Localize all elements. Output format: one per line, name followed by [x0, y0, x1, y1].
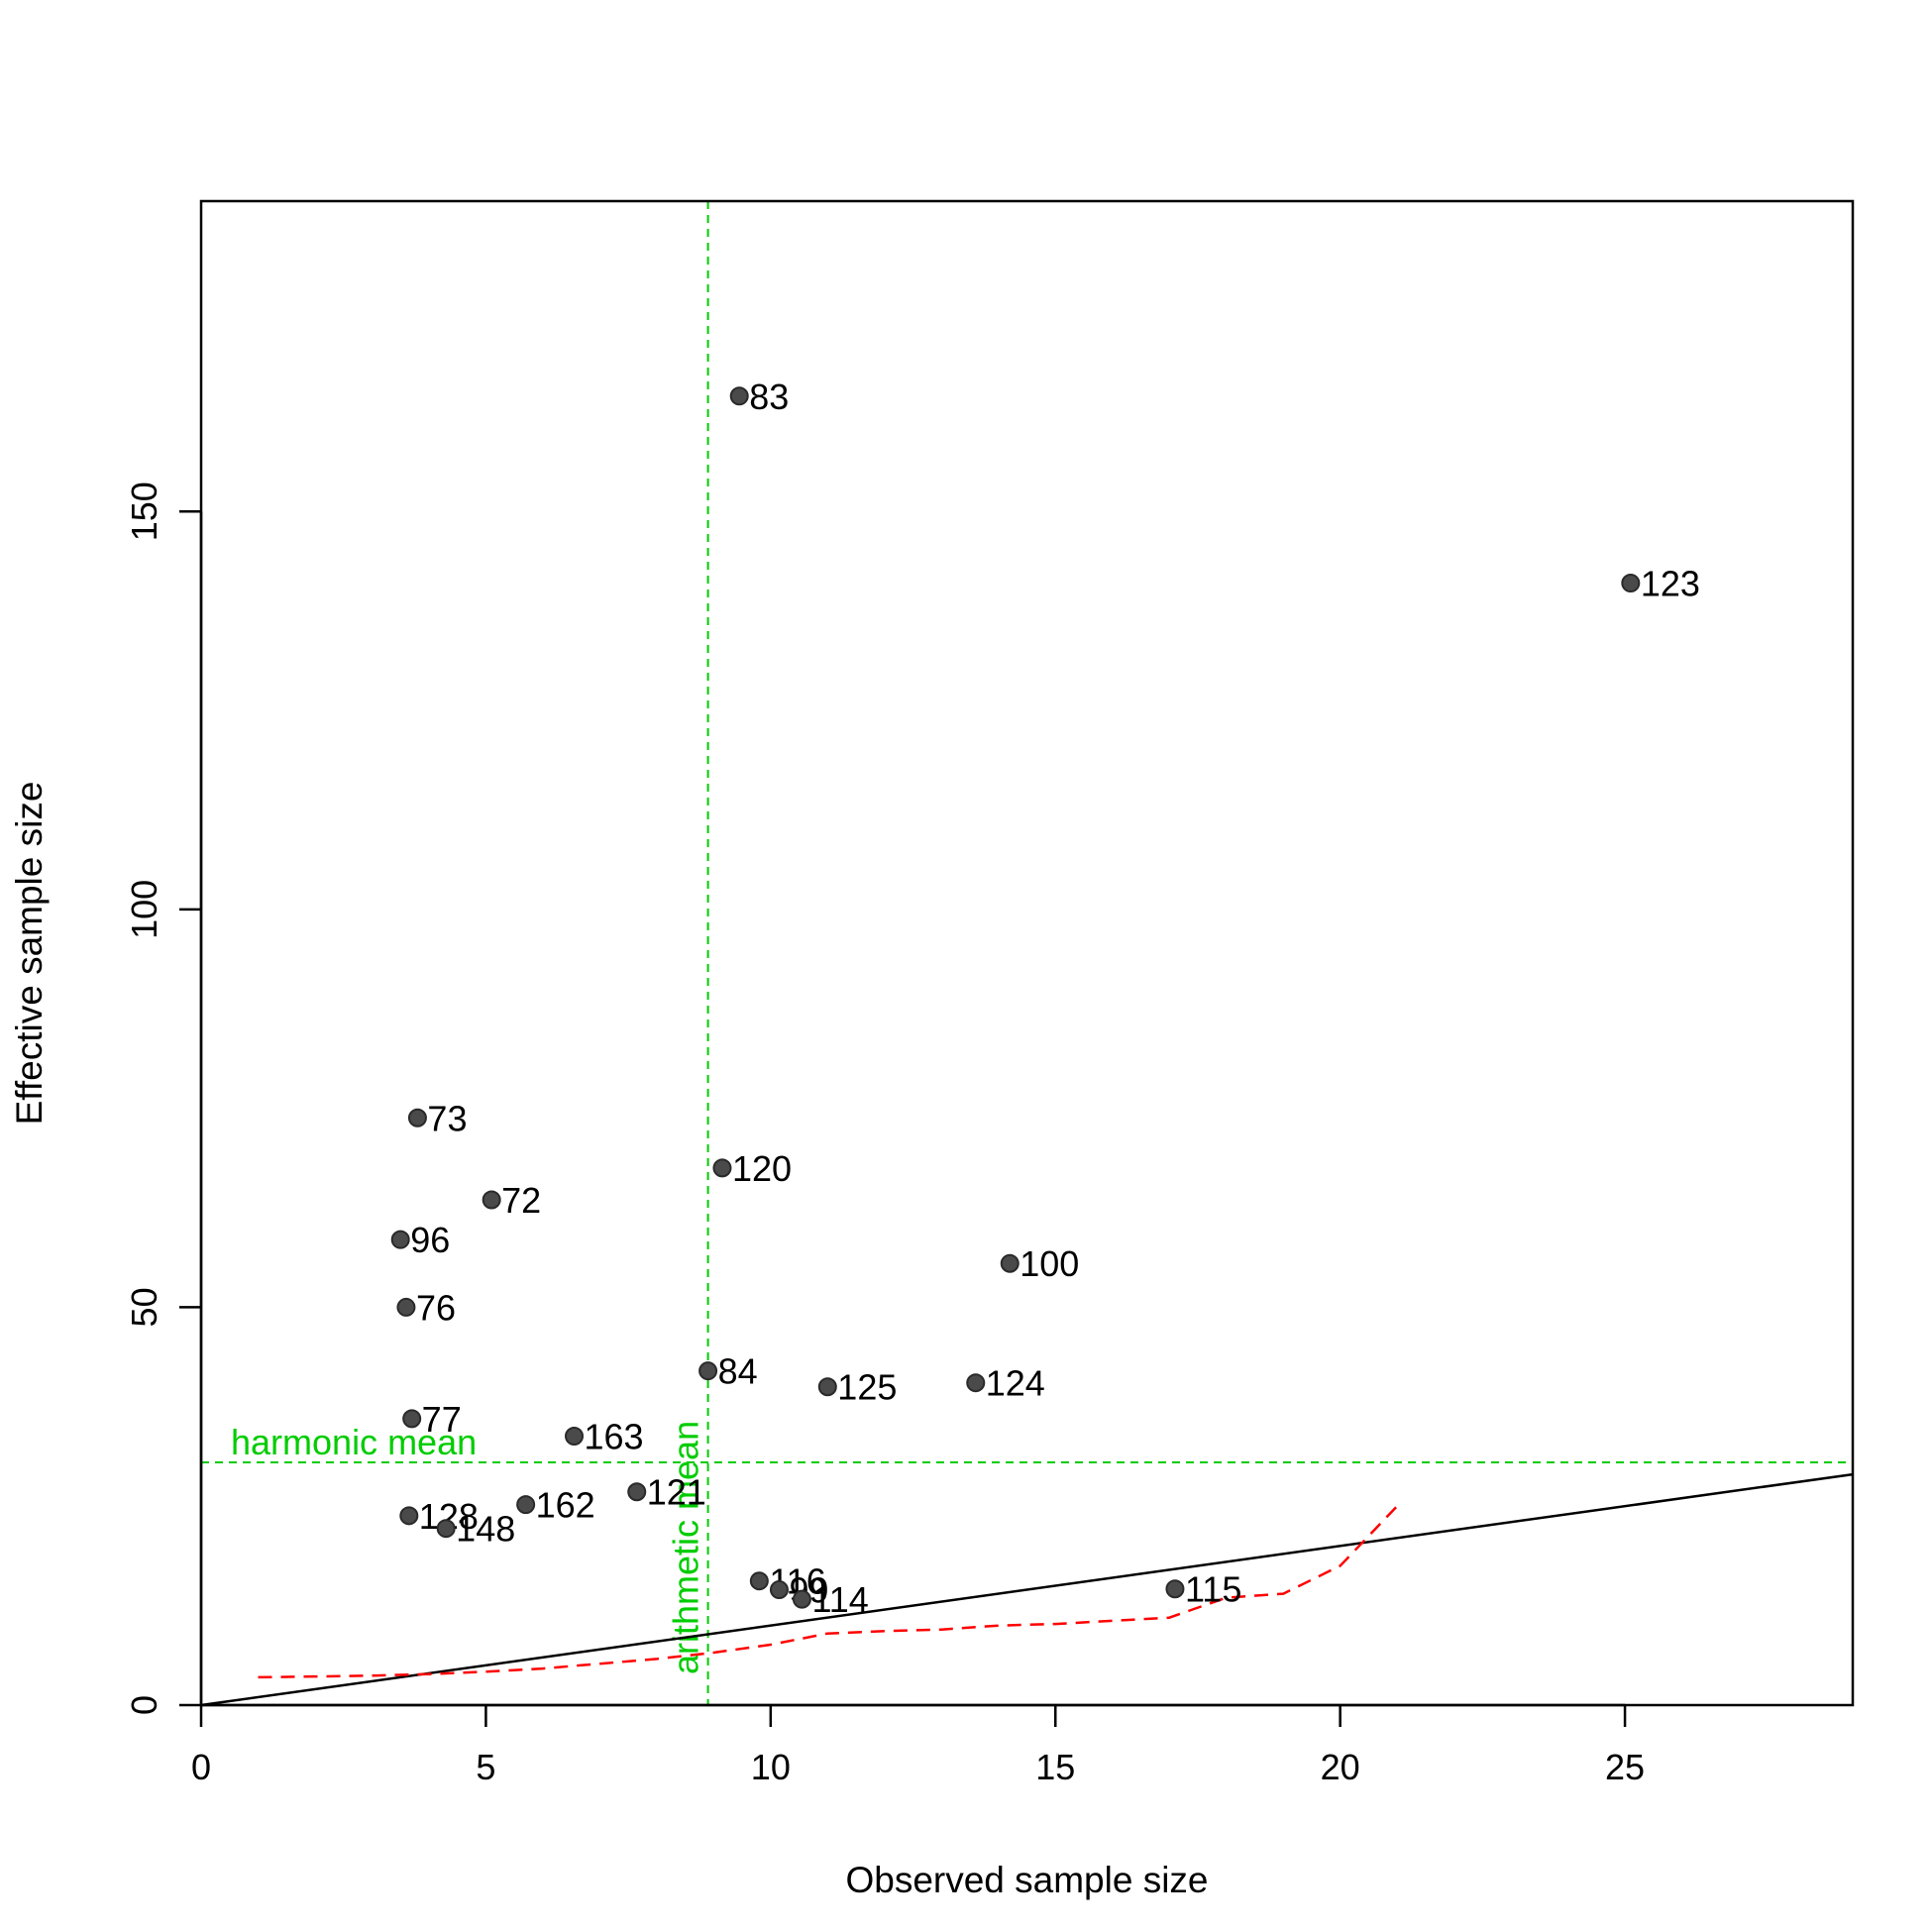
point-label: 125 [837, 1367, 897, 1408]
plot-frame [199, 199, 1855, 1707]
x-tick-label: 25 [1605, 1747, 1645, 1787]
x-tick-label: 10 [751, 1747, 791, 1787]
arithmetic-mean-line-group: arithmetic mean [666, 201, 709, 1705]
point-label: 96 [410, 1220, 450, 1260]
data-point [399, 1506, 419, 1526]
x-tick-label: 20 [1321, 1747, 1360, 1787]
y-axis: 0 50 100 150 [124, 482, 203, 1715]
point-label: 83 [749, 376, 789, 417]
y-tick-label: 100 [124, 880, 164, 939]
point-label: 84 [718, 1351, 758, 1392]
x-axis-title: Observed sample size [845, 1860, 1208, 1900]
point-label: 77 [422, 1399, 462, 1440]
data-point [390, 1230, 410, 1249]
data-point [436, 1519, 456, 1539]
x-tick-label: 15 [1035, 1747, 1075, 1787]
point-label: 163 [585, 1417, 644, 1457]
data-point [407, 1108, 427, 1127]
data-point [792, 1589, 811, 1609]
point-label: 148 [456, 1509, 515, 1550]
data-point [1621, 574, 1641, 593]
data-point [749, 1571, 769, 1591]
data-point [627, 1482, 647, 1502]
data-point [712, 1158, 732, 1178]
x-tick-label: 5 [476, 1747, 495, 1787]
harmonic-mean-line-group: harmonic mean [201, 1422, 1853, 1464]
data-point [1000, 1253, 1020, 1273]
point-label: 124 [986, 1363, 1045, 1404]
y-axis-title: Effective sample size [9, 782, 50, 1126]
point-label: 76 [416, 1287, 456, 1328]
data-point [516, 1495, 536, 1515]
smooth-curve [258, 1505, 1399, 1679]
harmonic-mean-label: harmonic mean [231, 1422, 477, 1462]
data-point [729, 386, 749, 406]
x-axis: 0 5 10 15 20 25 [191, 1703, 1645, 1787]
data-point [769, 1580, 789, 1600]
point-label: 123 [1641, 564, 1700, 604]
point-label: 100 [1020, 1243, 1079, 1284]
point-label: 72 [501, 1180, 541, 1221]
y-tick-label: 0 [124, 1695, 164, 1715]
data-point [396, 1297, 416, 1317]
data-point [1165, 1579, 1185, 1599]
x-tick-label: 0 [191, 1747, 211, 1787]
point-label: 162 [536, 1485, 595, 1526]
point-label: 115 [1185, 1569, 1241, 1610]
point-label: 114 [811, 1579, 868, 1620]
point-label: 73 [427, 1098, 467, 1138]
arithmetic-mean-label: arithmetic mean [666, 1421, 706, 1674]
point-label: 121 [647, 1472, 706, 1513]
point-label: 120 [732, 1148, 792, 1189]
data-point [565, 1427, 585, 1447]
y-tick-label: 50 [124, 1287, 164, 1327]
data-point [402, 1409, 422, 1429]
identity-line [200, 1472, 1854, 1707]
data-point [817, 1377, 837, 1397]
data-point [482, 1190, 501, 1210]
data-point [966, 1373, 986, 1393]
data-point [698, 1361, 718, 1381]
y-tick-label: 150 [124, 482, 164, 541]
